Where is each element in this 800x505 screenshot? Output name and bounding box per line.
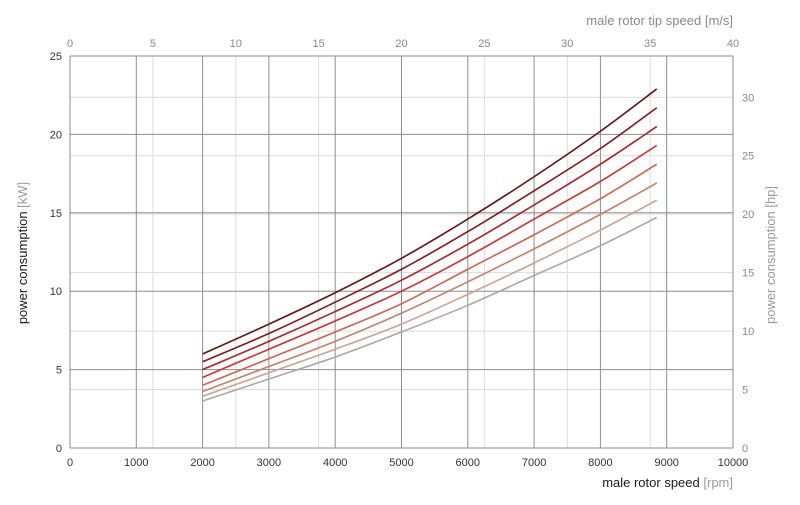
series-line-7 — [202, 199, 658, 398]
x2-tick-label: 35 — [644, 38, 656, 50]
y2-tick-label: 0 — [742, 443, 748, 455]
x-tick-label: 3000 — [257, 457, 281, 469]
x-tick-label: 2000 — [190, 457, 214, 469]
series-line-4 — [202, 144, 658, 379]
x2-tick-label: 5 — [150, 38, 156, 50]
series-line-6 — [202, 182, 658, 393]
y-tick-label: 10 — [50, 286, 62, 298]
y-tick-label: 15 — [50, 208, 62, 220]
x-tick-label: 8000 — [588, 457, 612, 469]
y2-tick-label: 30 — [742, 92, 754, 104]
y2-tick-label: 5 — [742, 385, 748, 397]
xlabel-bottom-main: male rotor speed — [602, 475, 700, 490]
x2-tick-label: 40 — [727, 38, 739, 50]
xlabel-top: male rotor tip speed [m/s] — [586, 13, 733, 28]
series-line-1 — [202, 88, 658, 355]
xlabel-bottom: male rotor speed [rpm] — [602, 475, 733, 490]
x2-tick-label: 25 — [478, 38, 490, 50]
x2-tick-label: 20 — [395, 38, 407, 50]
x-tick-label: 0 — [67, 457, 73, 469]
y2-tick-label: 10 — [742, 326, 754, 338]
y2-tick-label: 15 — [742, 268, 754, 280]
ylabel-left-unit: [kW] — [15, 182, 30, 208]
ylabel-right-main: power consumption — [763, 211, 778, 324]
x-tick-label: 4000 — [323, 457, 347, 469]
y-tick-label: 0 — [56, 443, 62, 455]
x2-tick-label: 15 — [313, 38, 325, 50]
xlabel-top-main: male rotor tip speed — [586, 13, 701, 28]
tick-labels: 0 1000 2000 3000 4000 5000 6000 7000 8000 9000 100… — [50, 38, 755, 469]
series-line-3 — [202, 125, 658, 371]
y-tick-label: 5 — [56, 365, 62, 377]
x-tick-label: 9000 — [654, 457, 678, 469]
x-tick-label: 10000 — [718, 457, 749, 469]
ylabel-left: power consumption [kW] — [15, 182, 30, 324]
x-tick-label: 7000 — [522, 457, 546, 469]
x2-tick-label: 30 — [561, 38, 573, 50]
y2-tick-label: 20 — [742, 209, 754, 221]
ylabel-right-unit: [hp] — [763, 186, 778, 208]
y-tick-label: 20 — [50, 129, 62, 141]
x-tick-label: 5000 — [389, 457, 413, 469]
x-tick-label: 1000 — [124, 457, 148, 469]
series-line-8 — [202, 216, 658, 402]
series-line-5 — [202, 163, 658, 387]
grid — [69, 55, 734, 449]
y-tick-label: 25 — [50, 51, 62, 63]
series-lines — [202, 88, 658, 402]
xlabel-bottom-unit: [rpm] — [703, 475, 733, 490]
ylabel-left-main: power consumption — [15, 211, 30, 324]
x2-tick-label: 0 — [67, 38, 73, 50]
xlabel-top-unit: [m/s] — [705, 13, 733, 28]
y2-tick-label: 25 — [742, 151, 754, 163]
x2-tick-label: 10 — [230, 38, 242, 50]
ylabel-right: power consumption [hp] — [763, 186, 778, 324]
x-tick-label: 6000 — [456, 457, 480, 469]
series-line-2 — [202, 107, 658, 363]
